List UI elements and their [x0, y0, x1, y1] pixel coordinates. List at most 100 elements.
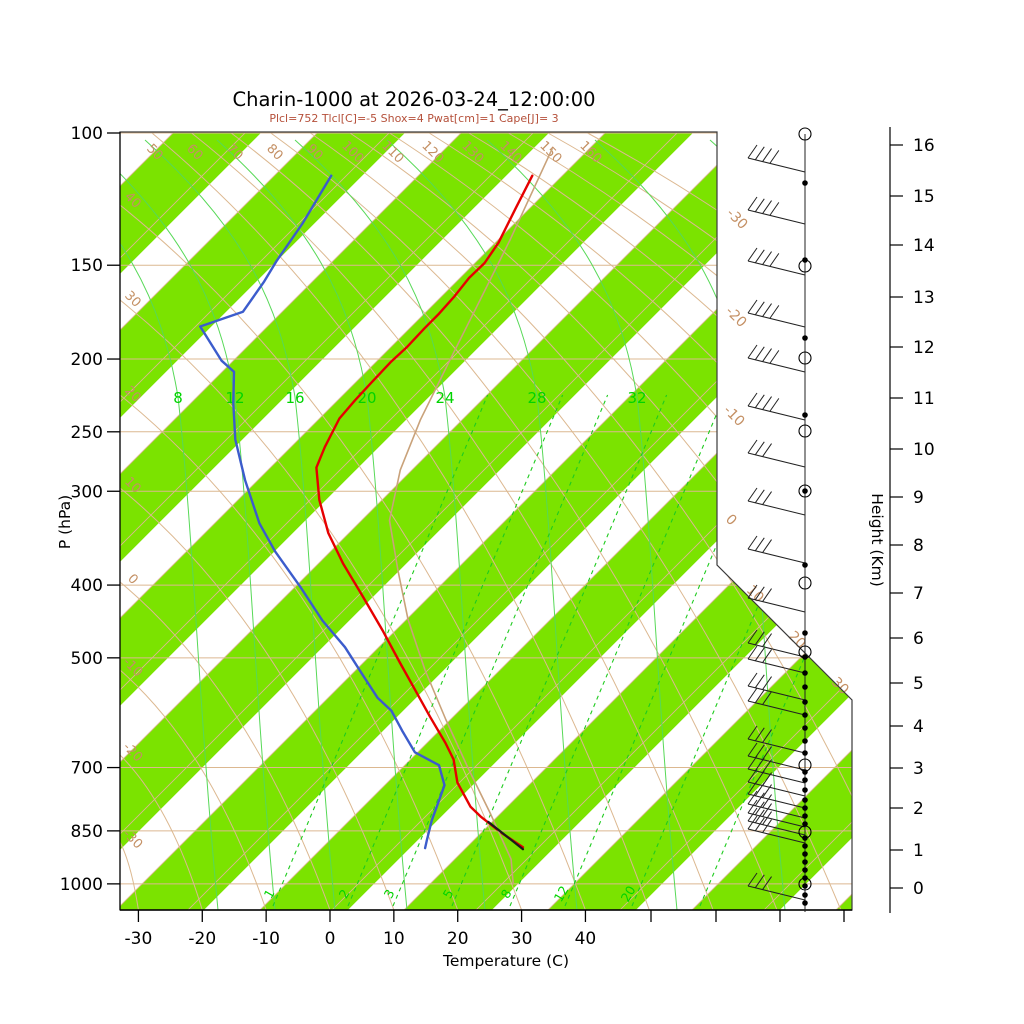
wind-barb-staff: [747, 700, 806, 716]
wind-barb-feather: [762, 348, 772, 362]
dry-adiabat-line: [151, 132, 650, 910]
wind-level-dot: [802, 738, 808, 744]
wind-level-dot: [802, 335, 808, 341]
wind-barb-feather: [762, 794, 772, 808]
wind-barb-feather: [747, 755, 758, 770]
wind-barb-feather: [769, 150, 780, 164]
parcel-curve: [388, 148, 553, 885]
wind-level-dot: [802, 797, 808, 803]
wind-barb-column: [747, 127, 812, 912]
wind-barb-feather: [762, 649, 772, 663]
wind-barb-feather: [762, 303, 772, 317]
dry-adiabat-line: [120, 394, 459, 910]
dry-adiabat-line: [120, 487, 395, 910]
isotherm-line: [120, 132, 852, 910]
wind-barb: [747, 742, 806, 771]
wind-level-dot: [802, 670, 808, 676]
wind-barb: [747, 780, 806, 809]
wind-level-dot: [802, 859, 808, 865]
wind-barb-feather: [747, 725, 758, 740]
wind-barb-feather: [754, 782, 765, 797]
isotherm-line: [631, 132, 852, 910]
wind-barb: [747, 344, 806, 373]
wind-level-dot: [802, 843, 808, 849]
wind-barb-feather: [754, 346, 765, 361]
pressure-tick-label: 150: [71, 256, 103, 276]
wind-barb-feather: [762, 811, 772, 825]
wind-barb: [747, 872, 806, 901]
temperature-axis-title: Temperature (C): [442, 952, 569, 970]
wind-barb-feather: [762, 491, 772, 505]
moist-adiabat-label: 28: [527, 389, 546, 407]
dry-adiabat-line: [310, 132, 852, 910]
wind-barb-staff: [747, 500, 806, 516]
moist-adiabat-label: 24: [435, 389, 454, 407]
wind-barb-feather: [762, 746, 772, 760]
height-tick-label: 15: [913, 187, 935, 207]
wind-level-dot: [802, 488, 808, 494]
wind-barb-feather: [747, 344, 758, 359]
temperature-tick-label: 20: [447, 929, 469, 949]
wind-barb-feather: [762, 251, 772, 265]
height-tick-label: 11: [913, 389, 935, 409]
wind-barb-feather: [747, 799, 758, 814]
isotherm-label-right: -30: [723, 205, 750, 232]
green-stripe: [120, 132, 786, 910]
dry-adiabat-line: [120, 581, 331, 910]
wind-barb-staff: [747, 738, 806, 754]
height-tick-label: 4: [913, 717, 924, 737]
mixing-ratio-label: 20: [618, 883, 639, 904]
wind-barb-staff: [747, 157, 806, 173]
wind-level-dot: [802, 630, 808, 636]
moist-adiabat-line: [120, 139, 219, 910]
wind-barb-feather: [762, 876, 772, 890]
height-tick-label: 0: [913, 879, 924, 899]
wind-barb-feather: [754, 586, 765, 601]
moist-adiabat-label: 8: [173, 389, 183, 407]
wind-barb-feather: [754, 301, 765, 316]
isotherm-line: [559, 132, 852, 910]
wind-barb-feather: [754, 394, 765, 409]
wind-barb-feather: [762, 588, 772, 602]
wind-barb-feather: [754, 757, 765, 772]
green-stripe: [222, 132, 852, 910]
wind-barb-staff: [747, 312, 806, 328]
temperature-tick-label: 0: [325, 929, 336, 949]
wind-barb: [747, 144, 806, 173]
sounding-curves: [198, 148, 553, 885]
wind-barb-feather: [747, 629, 758, 644]
wind-barb-feather: [747, 299, 758, 314]
dry-adiabat-line: [468, 132, 852, 910]
pressure-tick-label: 300: [71, 482, 103, 502]
dry-adiabat-line: [349, 132, 852, 910]
wind-barb-feather: [747, 790, 758, 805]
wind-barb: [747, 799, 806, 828]
height-tick-label: 9: [913, 488, 924, 508]
wind-barb: [747, 807, 806, 836]
height-tick-label: 8: [913, 536, 924, 556]
wind-barb-feather: [747, 815, 758, 830]
isotherm-line: [120, 132, 793, 910]
wind-barb-feather: [769, 305, 780, 319]
wind-level-dot: [802, 821, 808, 827]
dry-adiabat-line: [270, 132, 842, 910]
wind-barb-staff: [747, 755, 806, 771]
pressure-tick-label: 850: [71, 822, 103, 842]
temperature-curve: [315, 174, 534, 849]
wind-barb-feather: [754, 489, 765, 504]
wind-barb-staff: [747, 803, 806, 819]
temperature-tick-label: -30: [125, 929, 153, 949]
wind-level-dot: [802, 867, 808, 873]
wind-barb-feather: [747, 196, 758, 211]
wind-level-dot: [802, 412, 808, 418]
wind-barb: [747, 584, 806, 613]
dry-adiabat-line: [191, 132, 714, 910]
dry-adiabat-line: [120, 204, 586, 910]
wind-level-circle: [798, 576, 812, 590]
wind-barb-staff: [747, 260, 806, 276]
moist-adiabat-label: 32: [627, 389, 646, 407]
wind-barb-staff: [747, 597, 806, 613]
